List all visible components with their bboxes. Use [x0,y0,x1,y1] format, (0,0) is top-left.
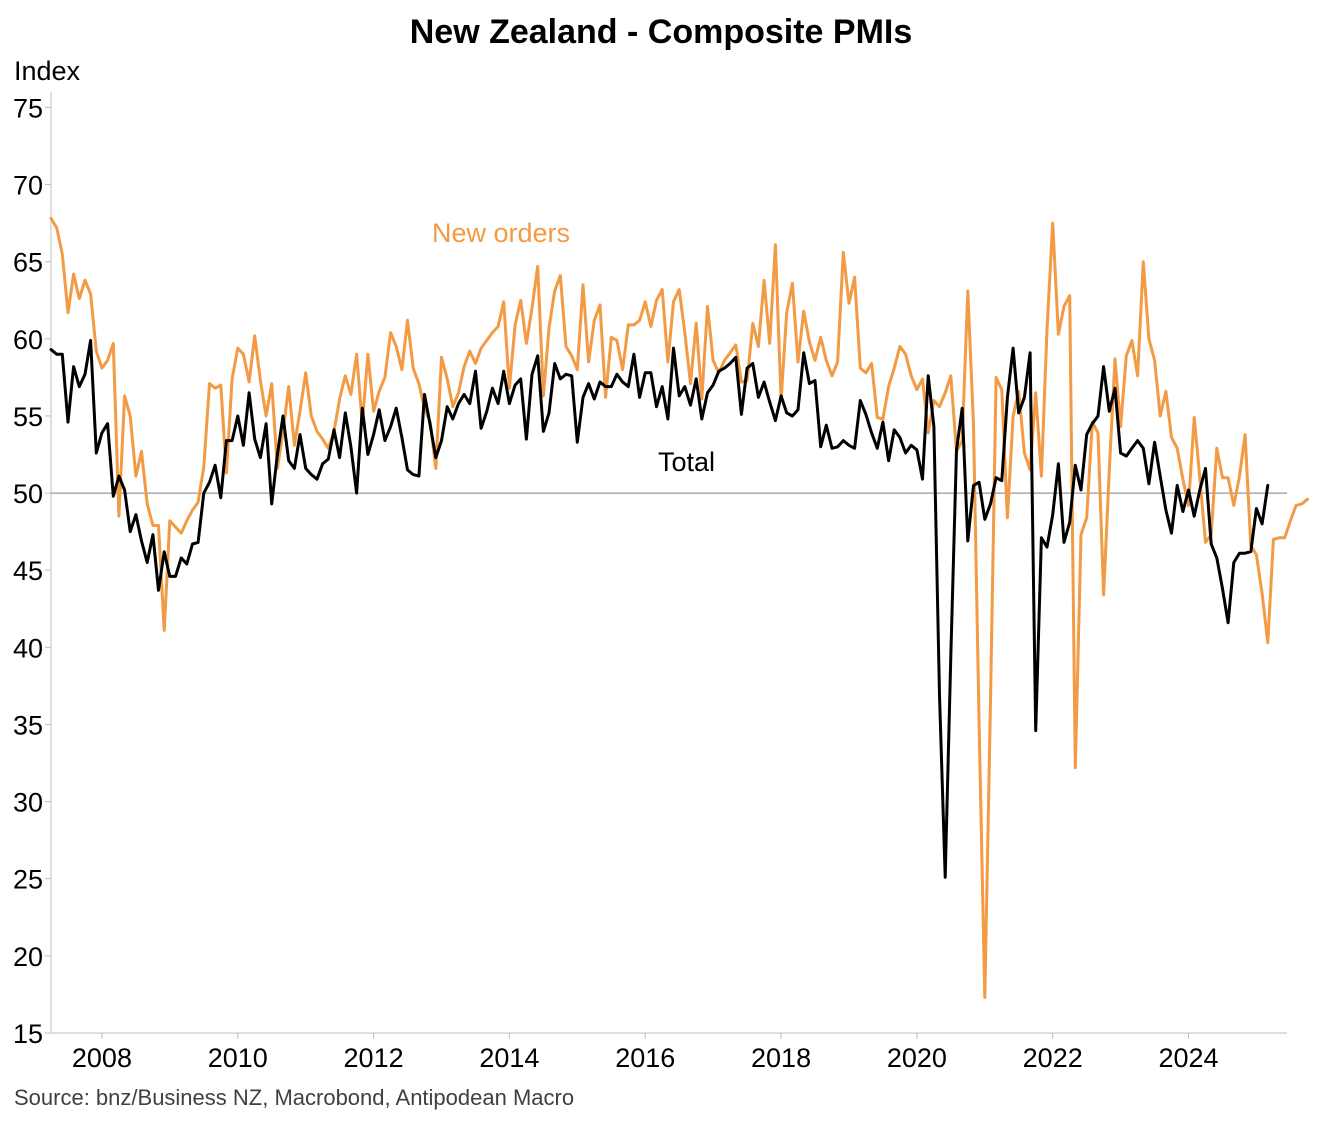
y-axis-ticks: 15 20 25 30 35 40 45 50 55 60 65 70 75 [13,93,51,1049]
x-tick-label: 2024 [1158,1043,1218,1073]
x-tick-label: 2020 [887,1043,947,1073]
x-tick-label: 2016 [615,1043,675,1073]
x-tick-label: 2010 [208,1043,268,1073]
y-tick-label: 60 [13,325,43,355]
x-tick-label: 2014 [479,1043,539,1073]
y-tick-label: 20 [13,942,43,972]
annotation-total: Total [658,447,715,477]
y-tick-label: 75 [13,93,43,123]
x-tick-label: 2012 [344,1043,404,1073]
x-axis-ticks: 2008 2010 2012 2014 2016 2018 2020 2022 2024 [72,1033,1219,1073]
x-tick-label: 2022 [1023,1043,1083,1073]
y-tick-label: 40 [13,633,43,663]
series-line-total [49,338,1270,879]
series-lines [49,217,1309,999]
y-tick-label: 65 [13,248,43,278]
y-tick-label: 45 [13,556,43,586]
y-tick-label: 25 [13,865,43,895]
y-tick-label: 50 [13,479,43,509]
annotation-new-orders: New orders [432,218,570,248]
y-axis-label: Index [14,56,81,86]
x-tick-label: 2008 [72,1043,132,1073]
source-note: Source: bnz/Business NZ, Macrobond, Anti… [14,1085,574,1110]
series-line-new-orders [49,217,1309,999]
y-tick-label: 70 [13,171,43,201]
x-tick-label: 2018 [751,1043,811,1073]
axes [50,92,1287,1034]
chart-title: New Zealand - Composite PMIs [410,13,913,51]
y-tick-label: 55 [13,402,43,432]
y-tick-label: 15 [13,1019,43,1049]
y-tick-label: 30 [13,788,43,818]
y-tick-label: 35 [13,710,43,740]
